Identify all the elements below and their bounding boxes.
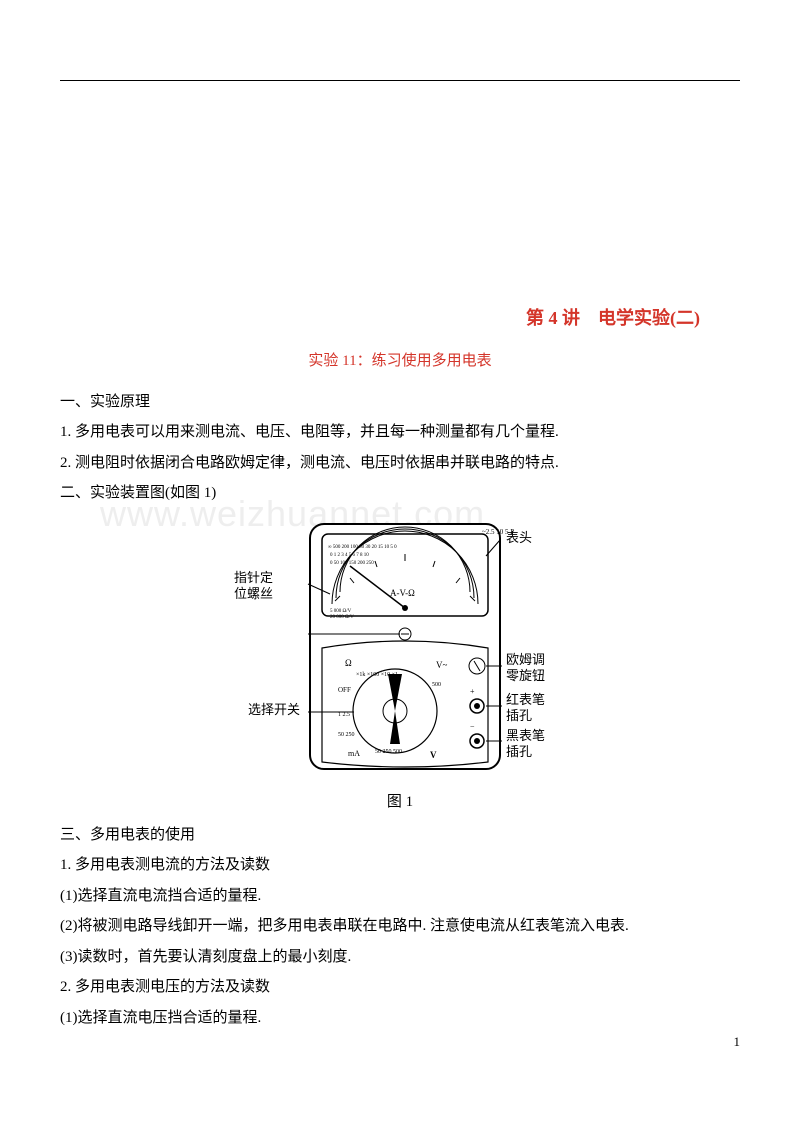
- black-probe-label-2: 插孔: [506, 744, 532, 759]
- experiment-subtitle: 实验 11：练习使用多用电表: [60, 347, 740, 376]
- multimeter-diagram: ∞ 500 200 100 50 30 20 15 10 5 0 0 1 2 3…: [230, 516, 570, 776]
- section-3-1: 1. 多用电表测电流的方法及读数: [60, 851, 740, 880]
- ohm-knob-label-1: 欧姆调: [506, 652, 545, 667]
- ohm-knob-label-2: 零旋钮: [506, 668, 545, 683]
- red-probe-label-1: 红表笔: [506, 692, 545, 707]
- svg-text:5 000 Ω/V: 5 000 Ω/V: [330, 609, 352, 614]
- svg-text:0 50 100 150 200 250: 0 50 100 150 200 250: [330, 561, 374, 566]
- pointer-screw-label-1: 指针定: [234, 570, 273, 585]
- section-3-2: 2. 多用电表测电压的方法及读数: [60, 973, 740, 1002]
- v-dc-label: V: [430, 750, 437, 760]
- left-nums2: 50 250: [338, 732, 355, 738]
- right-nums: 500: [432, 682, 441, 688]
- section-1-heading: 一、实验原理: [60, 388, 740, 417]
- red-probe-label-2: 插孔: [506, 708, 532, 723]
- figure-1: ∞ 500 200 100 50 30 20 15 10 5 0 0 1 2 3…: [60, 516, 740, 817]
- left-nums: 1 2.5: [338, 712, 350, 718]
- bottom-nums: 50 250 500: [375, 749, 402, 755]
- page-number: 1: [734, 1030, 741, 1055]
- black-probe-label-1: 黑表笔: [506, 728, 545, 743]
- section-2-heading: 二、实验装置图(如图 1): [60, 479, 740, 508]
- v-ac-label: V~: [436, 660, 447, 670]
- ohm-ranges: ×1k ×100 ×10 ×1: [356, 672, 398, 678]
- section-1-item-1: 1. 多用电表可以用来测电流、电压、电阻等，并且每一种测量都有几个量程.: [60, 418, 740, 447]
- lesson-title: 第 4 讲 电学实验(二): [60, 301, 740, 335]
- ma-label: mA: [348, 749, 360, 758]
- section-3-heading: 三、多用电表的使用: [60, 821, 740, 850]
- dial-avohm-label: A-V-Ω: [390, 588, 415, 598]
- off-label: OFF: [338, 686, 351, 694]
- svg-text:+: +: [470, 687, 475, 696]
- section-3-1-3: (3)读数时，首先要认清刻度盘上的最小刻度.: [60, 943, 740, 972]
- section-1-item-2: 2. 测电阻时依据闭合电路欧姆定律，测电流、电压时依据串并联电路的特点.: [60, 449, 740, 478]
- svg-text:20 000 Ω/V: 20 000 Ω/V: [330, 615, 354, 620]
- meter-head-label: 表头: [506, 530, 532, 545]
- page-content: 第 4 讲 电学实验(二) 实验 11：练习使用多用电表 一、实验原理 1. 多…: [60, 301, 740, 1032]
- section-3-1-1: (1)选择直流电流挡合适的量程.: [60, 882, 740, 911]
- section-3-1-2: (2)将被测电路导线卸开一端，把多用电表串联在电路中. 注意使电流从红表笔流入电…: [60, 912, 740, 941]
- pointer-screw-label-2: 位螺丝: [234, 586, 273, 601]
- selector-label: 选择开关: [248, 702, 300, 717]
- scale-top: ∞ 500 200 100 50 30 20 15 10 5 0: [328, 545, 397, 550]
- section-3-2-1: (1)选择直流电压挡合适的量程.: [60, 1004, 740, 1033]
- svg-text:−: −: [470, 722, 475, 731]
- top-rule: [60, 80, 740, 81]
- ohm-label: Ω: [345, 658, 352, 668]
- svg-text:0 1 2 3 4 5 6 7 8 10: 0 1 2 3 4 5 6 7 8 10: [330, 553, 369, 558]
- figure-caption: 图 1: [60, 788, 740, 817]
